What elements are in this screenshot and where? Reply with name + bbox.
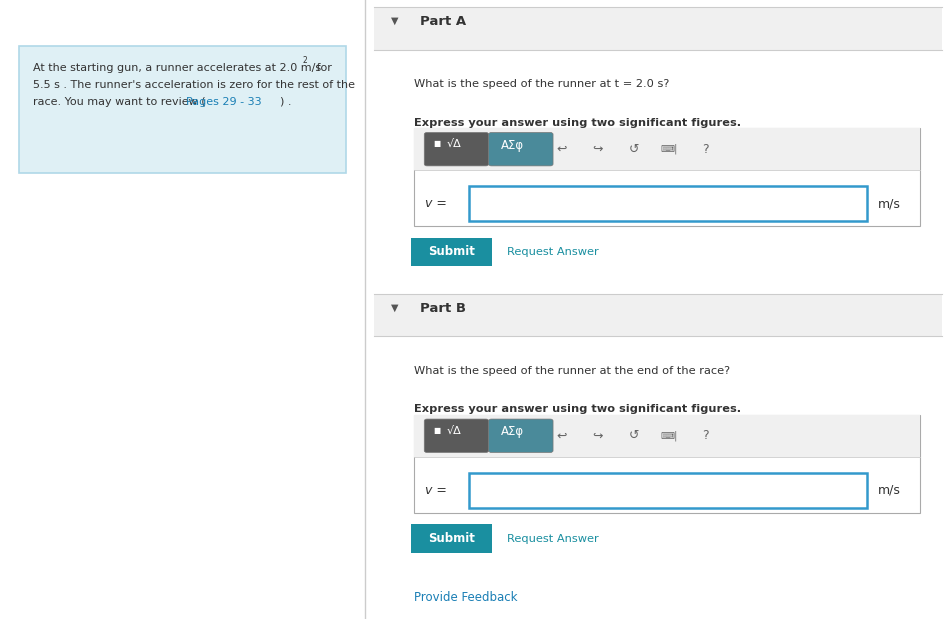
Text: ■: ■ — [434, 426, 441, 435]
Text: ↪: ↪ — [592, 429, 603, 443]
Text: Pages 29 - 33: Pages 29 - 33 — [186, 97, 261, 106]
Text: race. You may want to review (: race. You may want to review ( — [33, 97, 205, 106]
Text: ΑΣφ: ΑΣφ — [501, 425, 524, 438]
Text: ↩: ↩ — [556, 429, 567, 443]
Text: Part B: Part B — [420, 302, 466, 315]
FancyBboxPatch shape — [19, 46, 346, 173]
Text: ) .: ) . — [280, 97, 292, 106]
Text: ⌨|: ⌨| — [661, 144, 678, 154]
Text: m/s: m/s — [878, 483, 901, 497]
Text: ↩: ↩ — [556, 142, 567, 156]
FancyBboxPatch shape — [414, 415, 920, 513]
Text: m/s: m/s — [878, 197, 901, 210]
Text: Provide Feedback: Provide Feedback — [414, 591, 517, 604]
FancyBboxPatch shape — [374, 294, 942, 336]
Text: √Δ: √Δ — [447, 425, 462, 435]
Text: ■: ■ — [434, 139, 441, 149]
Text: ▼: ▼ — [391, 303, 399, 313]
FancyBboxPatch shape — [489, 419, 553, 452]
Text: Submit: Submit — [428, 532, 475, 545]
Text: ΑΣφ: ΑΣφ — [501, 139, 524, 152]
Text: ↺: ↺ — [628, 429, 639, 443]
Text: ?: ? — [703, 142, 708, 156]
FancyBboxPatch shape — [469, 473, 867, 508]
Text: What is the speed of the runner at the end of the race?: What is the speed of the runner at the e… — [414, 366, 730, 376]
FancyBboxPatch shape — [414, 128, 920, 170]
FancyBboxPatch shape — [424, 132, 489, 166]
Text: ↪: ↪ — [592, 142, 603, 156]
Text: ▼: ▼ — [391, 16, 399, 26]
Text: ?: ? — [703, 429, 708, 443]
Text: Express your answer using two significant figures.: Express your answer using two significan… — [414, 404, 741, 414]
Text: Request Answer: Request Answer — [507, 534, 599, 543]
Text: Part A: Part A — [420, 15, 466, 28]
Text: 2: 2 — [302, 56, 307, 65]
FancyBboxPatch shape — [424, 419, 489, 452]
Text: v =: v = — [425, 483, 447, 497]
FancyBboxPatch shape — [414, 415, 920, 457]
Text: At the starting gun, a runner accelerates at 2.0 m/s: At the starting gun, a runner accelerate… — [33, 63, 321, 73]
Text: Request Answer: Request Answer — [507, 247, 599, 257]
FancyBboxPatch shape — [411, 238, 492, 266]
Text: √Δ: √Δ — [447, 139, 462, 149]
FancyBboxPatch shape — [489, 132, 553, 166]
Text: v =: v = — [425, 197, 447, 210]
Text: Submit: Submit — [428, 245, 475, 259]
Text: ↺: ↺ — [628, 142, 639, 156]
Text: What is the speed of the runner at t = 2.0 s?: What is the speed of the runner at t = 2… — [414, 79, 670, 89]
Text: Express your answer using two significant figures.: Express your answer using two significan… — [414, 118, 741, 128]
Text: 5.5 s . The runner's acceleration is zero for the rest of the: 5.5 s . The runner's acceleration is zer… — [33, 80, 355, 90]
Text: for: for — [313, 63, 331, 73]
FancyBboxPatch shape — [414, 128, 920, 226]
FancyBboxPatch shape — [374, 7, 942, 50]
FancyBboxPatch shape — [469, 186, 867, 221]
Text: ⌨|: ⌨| — [661, 431, 678, 441]
FancyBboxPatch shape — [411, 524, 492, 553]
